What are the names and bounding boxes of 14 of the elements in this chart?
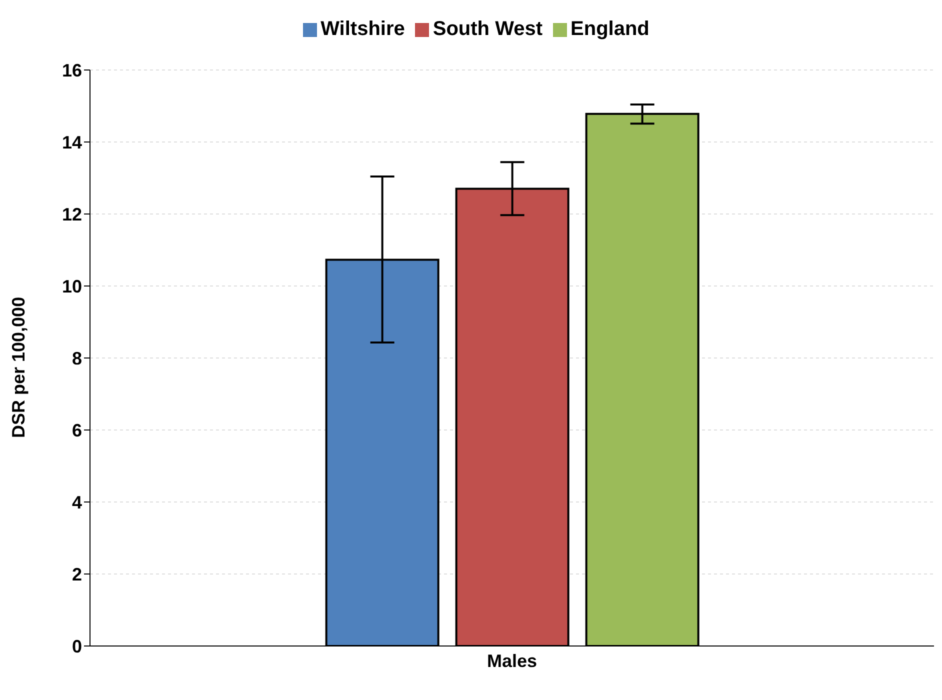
x-tick-label: Males xyxy=(486,650,538,671)
y-tick-label: 12 xyxy=(62,204,82,224)
y-tick-label: 16 xyxy=(62,60,82,80)
y-tick-label: 0 xyxy=(72,636,82,656)
y-tick-label: 8 xyxy=(72,348,82,368)
y-tick-label: 10 xyxy=(62,276,82,296)
legend-label: South West xyxy=(432,18,543,40)
y-tick-label: 4 xyxy=(72,492,82,512)
y-tick-label: 6 xyxy=(72,420,82,440)
y-axis-title: DSR per 100,000 xyxy=(8,296,28,438)
legend-label: Wiltshire xyxy=(320,18,405,40)
legend-label: England xyxy=(570,18,650,40)
y-tick-label: 14 xyxy=(62,132,82,152)
y-tick-label: 2 xyxy=(72,564,82,584)
